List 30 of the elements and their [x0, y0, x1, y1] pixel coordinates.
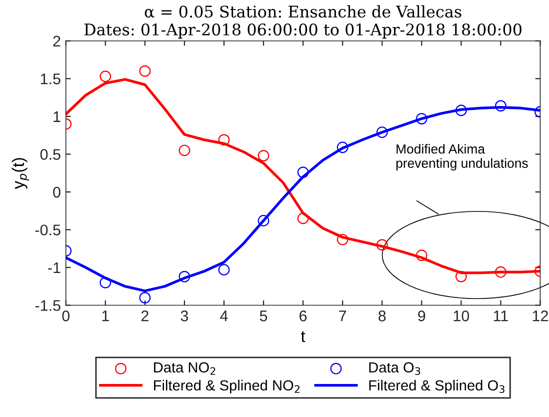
- x-tick-label: 8: [378, 310, 386, 322]
- x-tick-label: 0: [62, 310, 70, 322]
- x-tick-label: 9: [418, 310, 426, 322]
- x-tick-label: 7: [339, 310, 346, 322]
- y-tick-label: 0.5: [40, 149, 60, 160]
- y-tick-label: -0.5: [35, 224, 60, 236]
- x-tick-label: 2: [141, 310, 148, 322]
- legend-label: Filtered & Splined NO$_{2}$: [154, 380, 300, 394]
- y-tick-label: -1.5: [35, 300, 60, 311]
- y-axis-title: y$_{p}$(t): [12, 158, 30, 190]
- x-axis-title: t: [300, 331, 306, 342]
- x-tick-label: 6: [300, 310, 307, 322]
- y-tick-label: 0: [53, 186, 60, 198]
- chart-title: α = 0.05 Station: Ensanche de Vallecas: [144, 5, 462, 18]
- x-tick-label: 1: [102, 310, 109, 322]
- x-tick-label: 10: [454, 310, 470, 322]
- chart-subtitle: Dates: 01-Apr-2018 06:00:00 to 01-Apr-2018 18:00:00: [84, 23, 522, 39]
- x-tick-label: 12: [532, 310, 548, 322]
- legend-label: Data NO$_{2}$: [154, 362, 216, 375]
- annotation: Modified Akima preventing undulations: [396, 144, 528, 170]
- x-tick-label: 5: [260, 310, 268, 322]
- y-tick-label: 1: [54, 111, 60, 122]
- y-tick-label: 2: [53, 36, 60, 46]
- y-tick-label: -1: [48, 262, 60, 274]
- legend-label: Filtered & Splined O$_{3}$: [369, 380, 504, 394]
- legend-label: Data O$_{3}$: [369, 362, 420, 375]
- x-tick-label: 4: [220, 310, 228, 322]
- x-tick-label: 11: [494, 310, 508, 322]
- y-tick-label: 1.5: [40, 74, 60, 84]
- x-tick-label: 3: [180, 310, 188, 322]
